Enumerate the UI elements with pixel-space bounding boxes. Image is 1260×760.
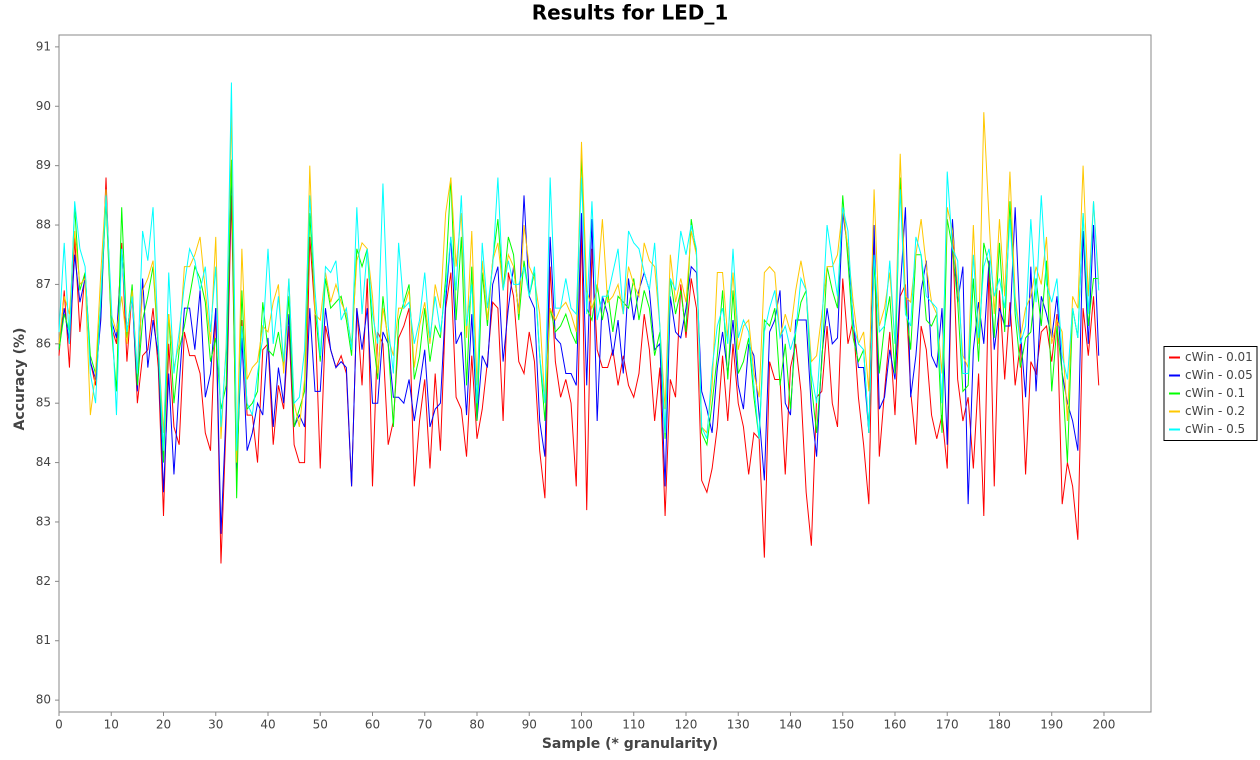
x-tick-label: 20 bbox=[156, 718, 171, 732]
x-tick-label: 150 bbox=[831, 718, 854, 732]
y-tick-label: 81 bbox=[36, 633, 51, 647]
y-tick-label: 85 bbox=[36, 396, 51, 410]
y-tick-label: 91 bbox=[36, 39, 51, 53]
legend-label: cWin - 0.1 bbox=[1185, 386, 1245, 400]
x-tick-label: 100 bbox=[570, 718, 593, 732]
y-axis-label: Accuracy (%) bbox=[12, 328, 28, 431]
series-line bbox=[58, 82, 1100, 451]
x-tick-label: 80 bbox=[469, 718, 484, 732]
y-tick-label: 90 bbox=[36, 99, 51, 113]
y-tick-label: 89 bbox=[36, 158, 51, 172]
x-tick-label: 190 bbox=[1040, 718, 1063, 732]
x-tick-label: 170 bbox=[936, 718, 959, 732]
legend-label: cWin - 0.05 bbox=[1185, 368, 1253, 382]
y-tick-label: 86 bbox=[36, 336, 51, 350]
chart-title: Results for LED_1 bbox=[532, 1, 729, 25]
y-tick-label: 80 bbox=[36, 693, 51, 707]
x-tick-label: 90 bbox=[522, 718, 537, 732]
x-tick-label: 140 bbox=[779, 718, 802, 732]
x-tick-label: 40 bbox=[260, 718, 275, 732]
y-tick-label: 87 bbox=[36, 277, 51, 291]
x-tick-label: 0 bbox=[55, 718, 63, 732]
x-tick-label: 60 bbox=[365, 718, 380, 732]
y-tick-label: 82 bbox=[36, 574, 51, 588]
legend-label: cWin - 0.01 bbox=[1185, 350, 1253, 364]
legend-label: cWin - 0.2 bbox=[1185, 404, 1245, 418]
x-tick-label: 200 bbox=[1093, 718, 1116, 732]
x-tick-label: 120 bbox=[675, 718, 698, 732]
x-tick-label: 110 bbox=[622, 718, 645, 732]
y-tick-label: 84 bbox=[36, 455, 51, 469]
x-tick-label: 30 bbox=[208, 718, 223, 732]
legend-label: cWin - 0.5 bbox=[1185, 422, 1245, 436]
x-tick-label: 70 bbox=[417, 718, 432, 732]
y-tick-label: 83 bbox=[36, 514, 51, 528]
x-tick-label: 50 bbox=[313, 718, 328, 732]
x-tick-label: 160 bbox=[884, 718, 907, 732]
x-tick-label: 10 bbox=[104, 718, 119, 732]
x-tick-label: 130 bbox=[727, 718, 750, 732]
y-tick-label: 88 bbox=[36, 218, 51, 232]
x-tick-label: 180 bbox=[988, 718, 1011, 732]
x-axis-label: Sample (* granularity) bbox=[542, 736, 718, 752]
